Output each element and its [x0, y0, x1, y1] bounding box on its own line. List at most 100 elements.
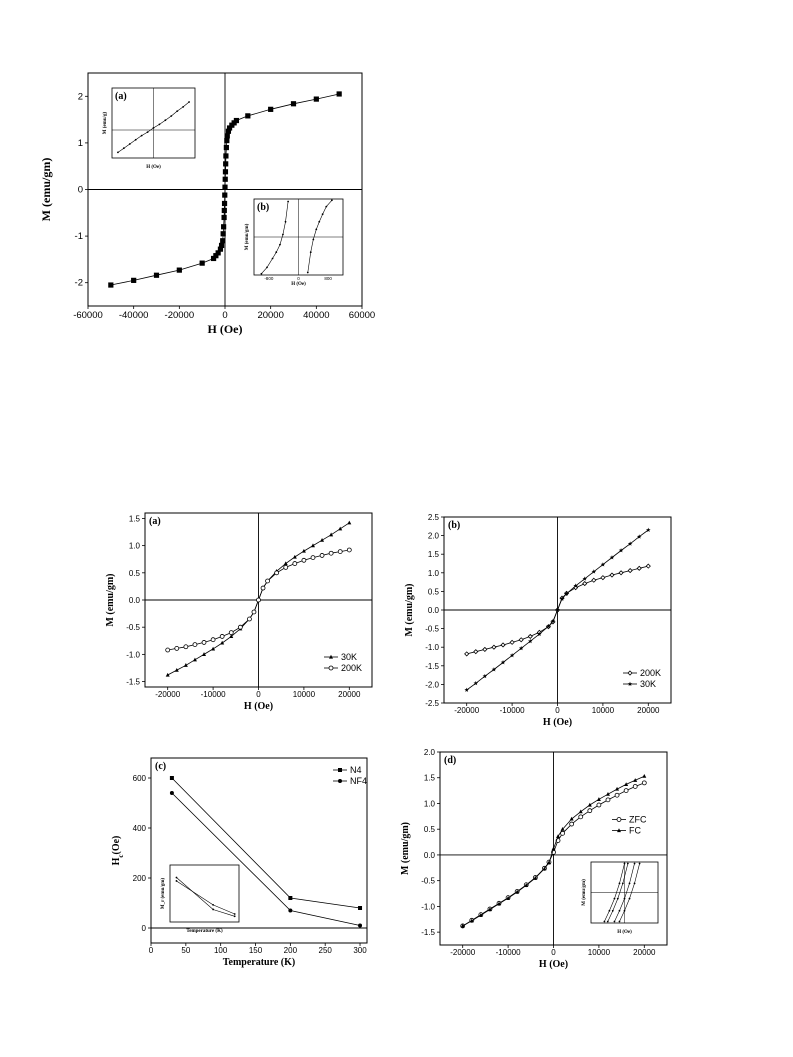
x-axis-label: H (Oe): [244, 701, 273, 712]
inset-data-point: [315, 228, 318, 231]
y-tick-label: 2.0: [424, 748, 436, 757]
inset-data-point: [117, 151, 119, 154]
y-tick-label: -1: [75, 231, 83, 242]
x-tick-label: 10000: [588, 948, 611, 957]
y-tick-label: 2.0: [428, 532, 440, 541]
y-axis-label: Hc(Oe): [111, 836, 125, 866]
y-axis-label-unit: (Oe): [111, 836, 122, 855]
inset-data-point: [318, 220, 321, 223]
inset-data-point: [330, 199, 333, 202]
data-point-marker: [560, 827, 565, 831]
data-point-marker: [283, 561, 288, 566]
data-point-marker: [617, 828, 621, 833]
inset-series-line: [307, 200, 333, 273]
data-point-marker: [605, 797, 611, 803]
data-point-marker: [497, 901, 502, 906]
x-tick-label: 0: [256, 690, 261, 699]
data-point-marker: [636, 534, 642, 539]
data-point-marker: [169, 791, 174, 795]
data-point-marker: [320, 537, 325, 542]
data-point-marker: [605, 792, 610, 796]
inset-data-point: [282, 233, 284, 236]
data-point-marker: [313, 96, 319, 102]
inset-a: (a) H (Oe) M (emu/g): [103, 87, 196, 170]
inset-data-point: [134, 138, 137, 141]
data-point-marker: [288, 908, 293, 913]
y-tick-label: 0.0: [428, 606, 440, 615]
data-point-marker: [506, 895, 511, 900]
data-point-marker: [627, 681, 633, 686]
data-point-marker: [169, 776, 174, 780]
inset-data-point: [182, 106, 185, 108]
data-point-marker: [220, 640, 225, 645]
data-point-marker: [183, 663, 188, 667]
data-point-marker: [623, 788, 629, 793]
data-point-marker: [199, 260, 205, 266]
data-point-marker: [338, 779, 342, 783]
data-point-marker: [224, 133, 230, 139]
data-point-marker: [641, 780, 647, 786]
y-tick-label: 0: [142, 924, 147, 933]
x-tick-label: 20000: [637, 706, 660, 715]
data-point-marker: [460, 923, 465, 928]
data-point-marker: [582, 576, 588, 581]
inset-data-point: [633, 862, 636, 865]
inset-data-point: [122, 147, 125, 150]
inset-data-point: [175, 880, 178, 882]
series-N4: [169, 776, 363, 910]
data-point-marker: [221, 200, 228, 207]
inset-x-axis-label: H (Oe): [291, 282, 306, 287]
data-point-marker: [591, 577, 597, 583]
series-0: [108, 91, 342, 288]
inset-data-point: [626, 862, 629, 865]
inset-data-point: [212, 908, 215, 911]
data-point-marker: [223, 161, 229, 167]
y-axis-label: M (emu/gm): [39, 158, 53, 222]
y-tick-label: -1.5: [126, 678, 140, 687]
x-tick-label: -10000: [500, 706, 525, 715]
data-point-marker: [596, 802, 602, 808]
chart-d: -20000 -10000 0 10000 20000 -1.5 -1.0 -0.5 0.0 0.…: [400, 748, 668, 970]
data-point-marker: [636, 565, 642, 571]
y-tick-label: 1.0: [129, 542, 141, 551]
data-point-marker: [201, 640, 207, 645]
series-FC: [460, 773, 647, 928]
data-point-marker: [153, 272, 160, 278]
x-tick-label: -20000: [155, 690, 180, 699]
inset-data-point: [212, 904, 215, 906]
inset-data-point: [152, 127, 155, 129]
data-point-marker: [645, 563, 651, 569]
data-point-marker: [464, 651, 470, 657]
data-point-marker: [211, 646, 216, 651]
inset-series-line: [261, 201, 289, 274]
data-point-marker: [646, 527, 651, 532]
x-tick-label: 100: [214, 946, 228, 955]
data-point-marker: [165, 672, 170, 677]
data-point-marker: [546, 860, 551, 865]
data-point-marker: [220, 231, 226, 237]
inset-data-point: [176, 110, 179, 112]
x-tick-label: 0: [551, 948, 556, 957]
data-point-marker: [618, 548, 624, 553]
series-200K: [464, 563, 651, 657]
series-30K: [464, 527, 651, 692]
inset-frame: [169, 864, 240, 923]
data-point-marker: [358, 923, 363, 928]
data-point-marker: [587, 808, 593, 814]
data-point-marker: [319, 553, 325, 558]
data-point-marker: [559, 596, 565, 601]
x-tick-label: -10000: [496, 948, 521, 957]
y-tick-label: 600: [133, 774, 147, 783]
inset-data-point: [271, 257, 274, 260]
data-point-marker: [491, 667, 497, 672]
data-point-marker: [192, 657, 197, 662]
data-point-marker: [560, 830, 565, 836]
data-point-marker: [551, 846, 556, 851]
data-point-marker: [491, 644, 497, 650]
inset-data-point: [306, 271, 309, 274]
inset-data-point: [188, 101, 190, 103]
inset-data-point: [233, 915, 236, 918]
y-tick-label: 2.5: [428, 513, 440, 522]
